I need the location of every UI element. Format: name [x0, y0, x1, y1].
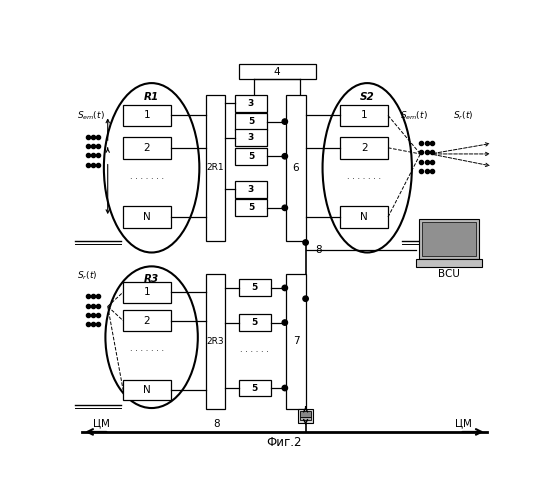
Text: 2R1: 2R1 [206, 164, 224, 172]
Bar [205, 94, 225, 241]
Bar [286, 274, 306, 409]
Text: 5: 5 [251, 318, 258, 327]
Bar [419, 220, 479, 260]
Text: N: N [360, 212, 368, 222]
Text: $S_r(t)$: $S_r(t)$ [453, 109, 474, 122]
Text: 5: 5 [248, 204, 254, 212]
Bar [123, 206, 171, 228]
Circle shape [282, 119, 287, 124]
Circle shape [282, 386, 287, 390]
Text: · · · ·: · · · · [241, 162, 261, 171]
Text: 5: 5 [251, 384, 258, 392]
Text: 1: 1 [144, 110, 150, 120]
Ellipse shape [322, 83, 412, 252]
Bar [235, 130, 267, 146]
Bar [300, 411, 311, 418]
Circle shape [303, 296, 309, 302]
Bar [298, 409, 314, 422]
Bar [239, 314, 271, 331]
Bar [422, 222, 476, 256]
Bar [235, 148, 267, 164]
Text: 2R3: 2R3 [206, 337, 224, 346]
Text: 7: 7 [292, 336, 299, 346]
Text: 1: 1 [144, 287, 150, 297]
Text: R1: R1 [144, 92, 159, 102]
Text: 3: 3 [248, 185, 254, 194]
Bar [235, 200, 267, 216]
Circle shape [282, 285, 287, 290]
Text: R3: R3 [144, 274, 159, 283]
Text: 2: 2 [361, 143, 367, 153]
Bar [340, 104, 388, 126]
Bar [123, 282, 171, 302]
Text: 1: 1 [361, 110, 367, 120]
Text: $S_{em}(t)$: $S_{em}(t)$ [77, 109, 105, 122]
Text: 8: 8 [214, 419, 220, 429]
Text: S2: S2 [360, 92, 375, 102]
Bar [239, 64, 316, 79]
Bar [340, 206, 388, 228]
Text: 2: 2 [144, 143, 150, 153]
Text: 8: 8 [315, 245, 321, 255]
Bar [235, 113, 267, 130]
Text: $S_r(t)$: $S_r(t)$ [77, 270, 97, 282]
Bar [205, 274, 225, 409]
Bar [416, 260, 482, 267]
Bar [123, 310, 171, 331]
Bar [235, 94, 267, 112]
Bar [300, 418, 311, 420]
Circle shape [303, 240, 309, 245]
Bar [239, 280, 271, 296]
Text: 2: 2 [144, 316, 150, 326]
Text: ЦМ: ЦМ [455, 418, 472, 428]
Ellipse shape [105, 266, 198, 408]
Text: ЦМ: ЦМ [93, 418, 110, 428]
Circle shape [282, 205, 287, 210]
Circle shape [282, 320, 287, 326]
Text: N: N [143, 212, 151, 222]
Text: 4: 4 [274, 66, 280, 76]
Text: $S_{em}(t)$: $S_{em}(t)$ [400, 109, 428, 122]
Text: · · · · · · ·: · · · · · · · [347, 175, 381, 184]
Text: 5: 5 [248, 117, 254, 126]
Bar [235, 181, 267, 198]
Text: · · · · · ·: · · · · · · [240, 348, 269, 357]
Text: 5: 5 [251, 284, 258, 292]
Text: Фиг.2: Фиг.2 [266, 436, 302, 449]
Text: 3: 3 [248, 134, 254, 142]
Text: 3: 3 [248, 98, 254, 108]
Text: · · · · · · ·: · · · · · · · [130, 346, 164, 356]
Bar [123, 104, 171, 126]
Bar [239, 380, 271, 396]
Bar [286, 94, 306, 241]
Text: 5: 5 [248, 152, 254, 161]
Circle shape [282, 154, 287, 159]
Bar [123, 137, 171, 158]
Bar [123, 380, 171, 400]
Text: · · · · · · ·: · · · · · · · [130, 175, 164, 184]
Bar [340, 137, 388, 158]
Text: N: N [143, 385, 151, 395]
Text: BCU: BCU [438, 269, 460, 279]
Text: 6: 6 [292, 163, 299, 173]
Ellipse shape [104, 83, 199, 252]
